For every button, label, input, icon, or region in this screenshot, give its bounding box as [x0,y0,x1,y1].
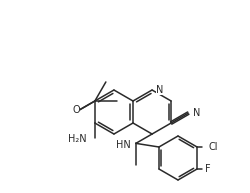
Text: N: N [156,85,163,95]
Text: H₂N: H₂N [68,134,86,144]
Text: HN: HN [116,140,130,150]
Text: N: N [192,108,200,118]
Text: Cl: Cl [207,142,217,152]
Text: F: F [204,164,210,174]
Text: O: O [72,105,79,115]
